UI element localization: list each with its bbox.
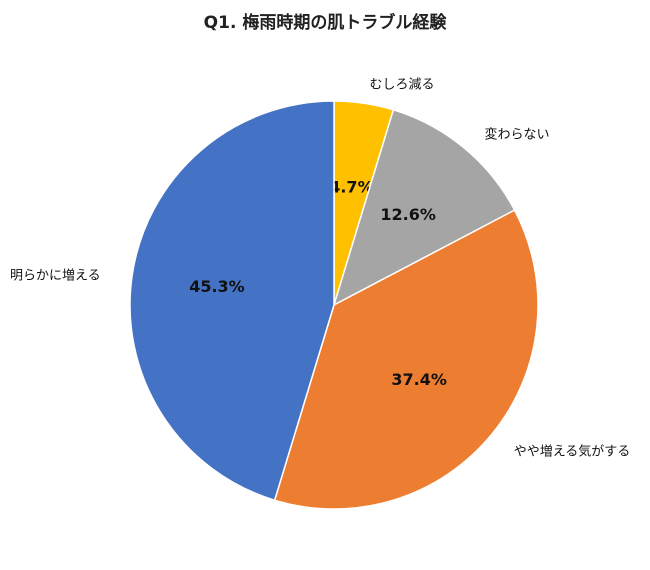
value-label-2: 12.6% [380, 205, 436, 224]
category-label-4: 明らかに増える [10, 269, 101, 284]
pie-slice-4 [129, 100, 335, 502]
category-label-2: 変わらない [484, 127, 549, 143]
chart-title: Q1. 梅雨時期の肌トラブル経験 [203, 13, 447, 33]
value-label-4: 45.3% [189, 277, 245, 296]
value-label-3: 37.4% [391, 370, 447, 389]
category-label-3: やや増える気がする [514, 444, 631, 460]
pie-slice-2 [332, 108, 516, 307]
value-label-1: 4.7% [329, 177, 373, 196]
category-label-1: むしろ減る [369, 77, 434, 93]
pie-slice-3 [273, 209, 539, 510]
